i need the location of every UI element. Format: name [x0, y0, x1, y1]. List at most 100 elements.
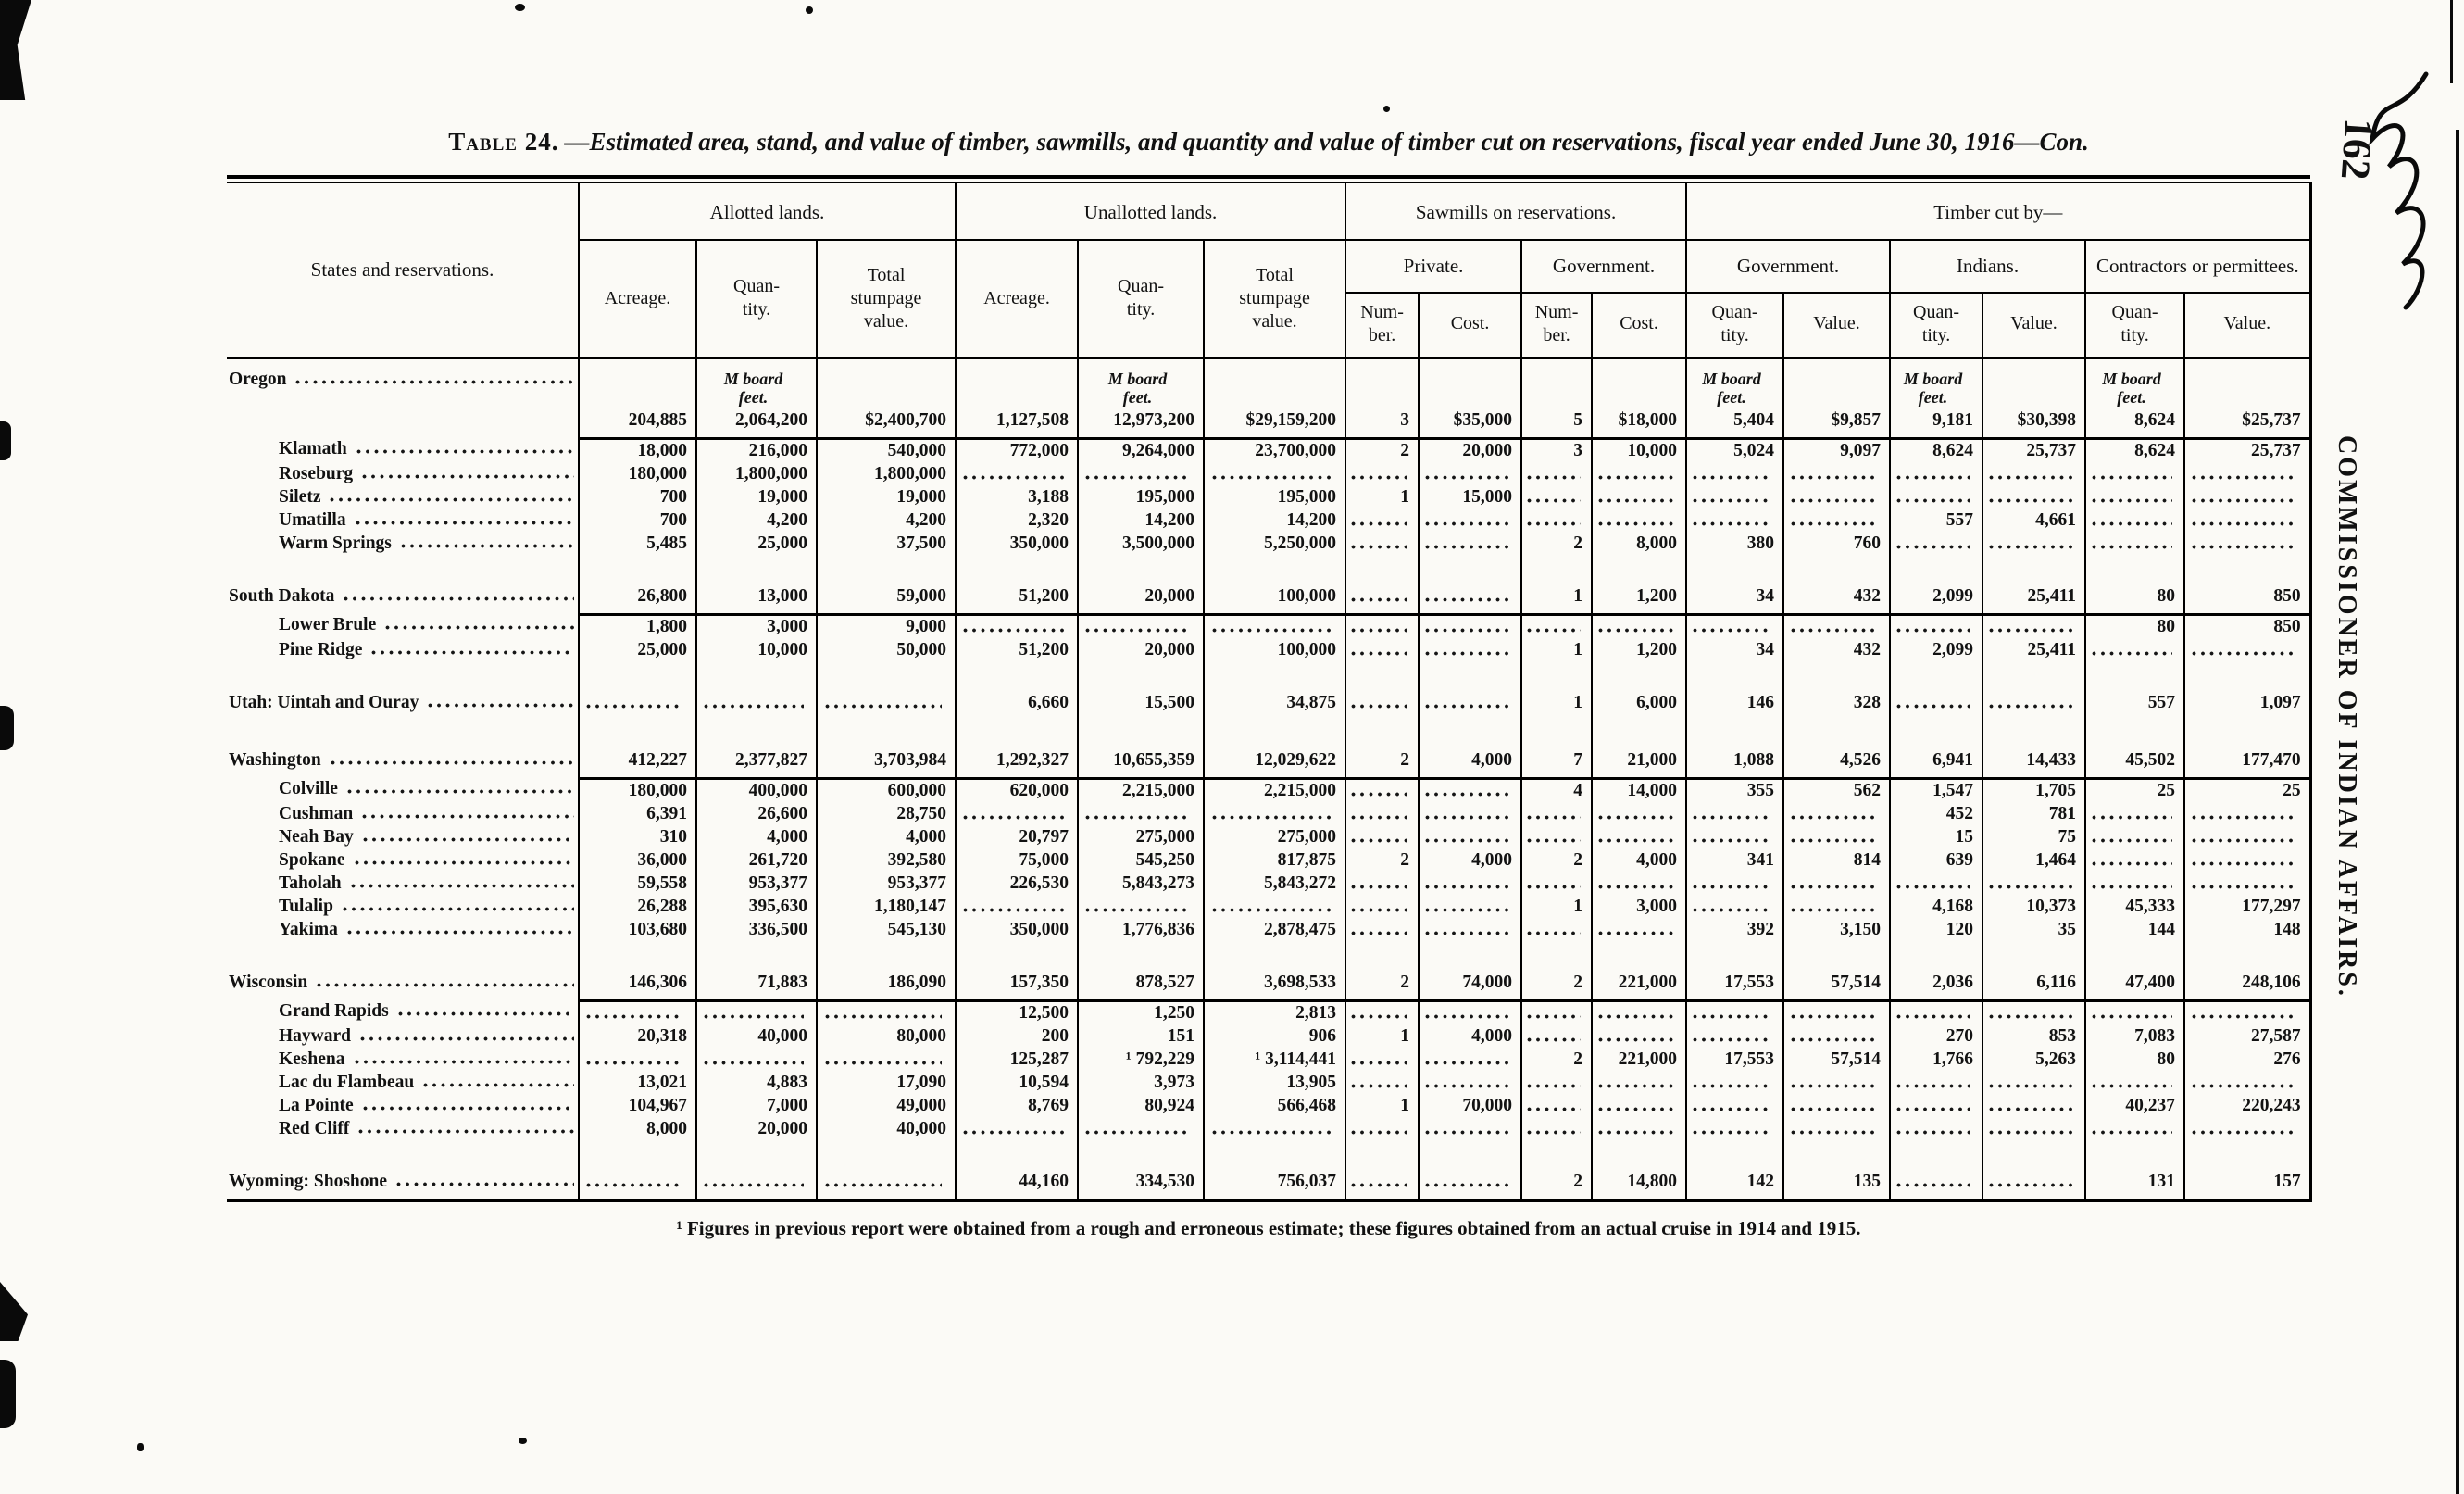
empty-cell-dots — [1895, 543, 1970, 550]
cell-value: 781 — [2048, 803, 2077, 823]
data-cell: 25,411 — [1982, 575, 2086, 616]
data-cell: 45,502 — [2084, 739, 2185, 780]
cell-value: 14,000 — [1627, 780, 1678, 800]
cell-value: 8,769 — [1028, 1095, 1069, 1115]
cell-value: 47,400 — [2125, 972, 2176, 992]
spacer-cell — [1889, 941, 1983, 962]
spacer-cell — [2084, 941, 2185, 962]
row-label-text: Washington — [229, 749, 321, 770]
data-cell: 8,624 — [1889, 438, 1983, 463]
timber-table: States and reservations. Allotted lands.… — [227, 182, 2312, 1202]
row-label: Lower Brule — [227, 614, 578, 637]
data-cell — [1077, 1117, 1205, 1141]
row-label-text: Neah Bay — [279, 826, 354, 847]
empty-cell-dots — [1350, 906, 1407, 913]
data-cell: 26,800 — [578, 575, 696, 616]
spacer-row — [227, 941, 2312, 962]
data-cell: 2 — [1520, 1048, 1593, 1072]
data-cell — [1418, 682, 1522, 720]
data-cell: 28,750 — [815, 802, 957, 826]
column-header-value: Value. — [1982, 292, 2086, 359]
cell-value: 40,237 — [2125, 1095, 2176, 1115]
data-cell — [1889, 485, 1983, 509]
dotted-leader — [396, 1011, 574, 1018]
data-cell: 10,000 — [1591, 438, 1687, 463]
empty-cell-dots — [1895, 496, 1970, 504]
data-cell: 15 — [1889, 825, 1983, 849]
data-cell: 4,000 — [1591, 848, 1687, 873]
spacer-cell — [2084, 555, 2185, 576]
cell-value: 310 — [659, 826, 687, 847]
data-cell: M board feet. 12,973,200 — [1077, 358, 1205, 440]
empty-cell-dots — [823, 1012, 943, 1020]
row-label: Neah Bay — [227, 826, 578, 849]
units-label: M board feet. — [1702, 369, 1761, 408]
data-cell: 40,237 — [2084, 1094, 2185, 1118]
spacer-cell — [2183, 661, 2312, 683]
table-number: Table 24. — [448, 128, 559, 156]
cell-value: 1 — [1573, 639, 1583, 659]
column-header-value: Value. — [2183, 292, 2312, 359]
dotted-leader — [353, 1058, 574, 1065]
data-cell — [1077, 802, 1205, 826]
data-cell: 4,000 — [815, 825, 957, 849]
data-cell: 1 — [1520, 682, 1593, 720]
data-cell: 1 — [1520, 895, 1593, 919]
empty-cell-dots — [1424, 1012, 1509, 1020]
table-row: Tulalip 26,288 395,630 1,180,147 1 3,000 4,168… — [227, 895, 2312, 919]
top-rule — [227, 175, 2310, 179]
data-cell: 756,037 — [1203, 1161, 1346, 1200]
empty-cell-dots — [2091, 649, 2172, 657]
table-row: Keshena 125,287 ¹ 792,229 ¹ 3,114,441 2 221,0… — [227, 1048, 2312, 1072]
data-cell: 75,000 — [955, 848, 1079, 873]
spacer-cell — [1203, 661, 1346, 683]
data-cell: 328 — [1782, 682, 1891, 720]
empty-cell-dots — [1526, 626, 1581, 634]
data-cell: 57,514 — [1782, 961, 1891, 1002]
row-label-text: Warm Springs — [279, 533, 392, 553]
column-header-states: States and reservations. — [227, 182, 579, 359]
empty-cell-dots — [1597, 1012, 1674, 1020]
empty-cell-dots — [1597, 883, 1674, 890]
row-label-text: Umatilla — [279, 509, 346, 530]
table-row: Taholah 59,558 953,377 953,377 226,530 5,843,… — [227, 872, 2312, 896]
data-cell: 14,000 — [1591, 778, 1687, 803]
data-cell: 2 — [1345, 438, 1420, 463]
table-body: Oregon 204,885 M board feet. 2,064,200 $2,40… — [227, 358, 2312, 1200]
empty-cell-dots — [1789, 1082, 1878, 1089]
data-cell — [1591, 1000, 1687, 1025]
cell-value: 40,000 — [896, 1118, 947, 1138]
table-row: Siletz 700 19,000 19,000 3,188 195,000 195,000… — [227, 485, 2312, 509]
row-label-text: Pine Ridge — [279, 639, 363, 659]
spacer-cell — [1591, 719, 1687, 740]
spacer-cell — [2183, 555, 2312, 576]
spacer-cell — [1077, 555, 1205, 576]
empty-cell-dots — [1350, 520, 1407, 527]
cell-value: 8,000 — [1636, 533, 1678, 553]
table-row: Hayward 20,318 40,000 80,000 200 151 906 1 4,000… — [227, 1024, 2312, 1048]
spacer-cell — [1685, 719, 1784, 740]
data-cell: 2,215,000 — [1203, 778, 1346, 803]
data-cell: M board feet. 9,181 — [1889, 358, 1983, 440]
data-cell: 21,000 — [1591, 739, 1687, 780]
data-cell — [2183, 485, 2312, 509]
data-cell — [1520, 485, 1593, 509]
data-cell: 25 — [2183, 778, 2312, 803]
data-cell: 6,116 — [1982, 961, 2086, 1002]
data-cell: 186,090 — [815, 961, 957, 1002]
data-cell — [1685, 508, 1784, 533]
data-cell: 310 — [578, 825, 696, 849]
data-cell: 180,000 — [578, 778, 696, 803]
cell-value: 26,800 — [637, 585, 687, 606]
empty-cell-dots — [1084, 473, 1191, 481]
row-label: La Pointe — [227, 1095, 578, 1118]
data-cell: 5,024 — [1685, 438, 1784, 463]
data-cell: 25,000 — [578, 638, 696, 662]
group-header-timber-cut: Timber cut by— — [1685, 182, 2312, 242]
cell-value: 40,000 — [757, 1025, 807, 1046]
data-cell — [1782, 895, 1891, 919]
data-cell — [1077, 895, 1205, 919]
cell-value: 100,000 — [1277, 585, 1337, 606]
empty-cell-dots — [1526, 1128, 1581, 1136]
data-cell: $29,159,200 — [1203, 358, 1346, 440]
